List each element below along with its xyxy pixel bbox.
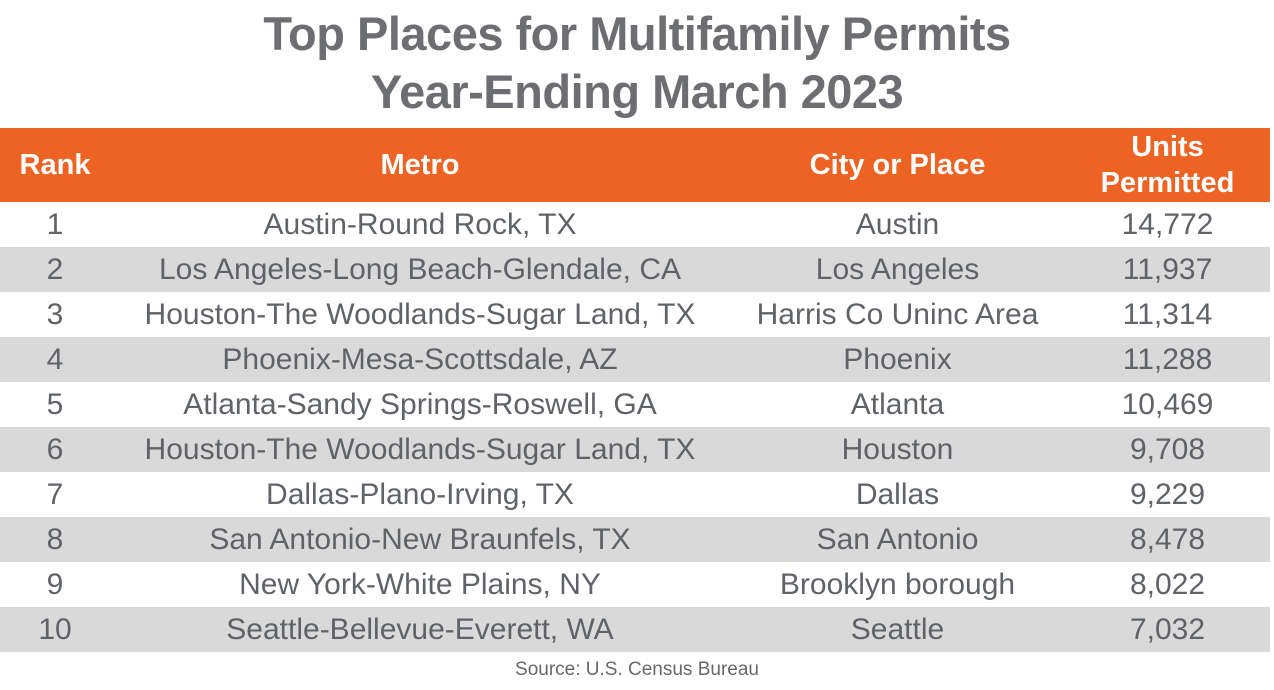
cell-metro: Houston-The Woodlands-Sugar Land, TX <box>144 298 696 331</box>
cell-rank: 3 <box>46 298 64 331</box>
cell-rank: 8 <box>46 523 64 556</box>
cell-units: 8,022 <box>1129 568 1206 601</box>
cell-units: 7,032 <box>1129 613 1206 646</box>
title-line-2: Year-Ending March 2023 <box>370 65 904 118</box>
table-row: 5 Atlanta-Sandy Springs-Roswell, GA Atla… <box>0 382 1270 427</box>
cell-metro: San Antonio-New Braunfels, TX <box>209 523 631 556</box>
cell-city: Phoenix <box>843 343 952 376</box>
cell-city: Brooklyn borough <box>779 568 1016 601</box>
cell-rank: 7 <box>46 478 64 511</box>
table-row: 3 Houston-The Woodlands-Sugar Land, TX H… <box>0 292 1270 337</box>
cell-rank: 5 <box>46 388 64 421</box>
table-row: 9 New York-White Plains, NY Brooklyn bor… <box>0 562 1270 607</box>
source-note: Source: U.S. Census Bureau <box>515 659 759 680</box>
page-title: Top Places for Multifamily Permits Year-… <box>0 0 1274 128</box>
cell-rank: 6 <box>46 433 64 466</box>
cell-rank: 9 <box>46 568 64 601</box>
table-row: 4 Phoenix-Mesa-Scottsdale, AZ Phoenix 11… <box>0 337 1270 382</box>
cell-city: Houston <box>841 433 954 466</box>
title-line-1: Top Places for Multifamily Permits <box>263 7 1011 60</box>
cell-units: 8,478 <box>1129 523 1206 556</box>
column-header-rank: Rank <box>0 128 110 202</box>
permits-table: Rank Metro City or Place Units Permitted… <box>0 128 1270 652</box>
cell-city: San Antonio <box>816 523 979 556</box>
table-row: 10 Seattle-Bellevue-Everett, WA Seattle … <box>0 607 1270 652</box>
cell-units: 10,469 <box>1121 388 1214 421</box>
cell-rank: 10 <box>38 613 72 646</box>
table-body: 1 Austin-Round Rock, TX Austin 14,772 2 … <box>0 202 1270 652</box>
cell-city: Atlanta <box>850 388 945 421</box>
cell-metro: Atlanta-Sandy Springs-Roswell, GA <box>183 388 657 421</box>
cell-rank: 2 <box>46 253 64 286</box>
cell-metro: Houston-The Woodlands-Sugar Land, TX <box>144 433 696 466</box>
column-header-metro: Metro <box>110 128 730 202</box>
cell-units: 11,288 <box>1122 343 1213 376</box>
table-row: 2 Los Angeles-Long Beach-Glendale, CA Lo… <box>0 247 1270 292</box>
cell-city: Austin <box>855 208 940 241</box>
cell-metro: Seattle-Bellevue-Everett, WA <box>226 613 614 646</box>
cell-metro: Austin-Round Rock, TX <box>263 208 577 241</box>
table-row: 6 Houston-The Woodlands-Sugar Land, TX H… <box>0 427 1270 472</box>
cell-units: 9,229 <box>1129 478 1206 511</box>
cell-city: Harris Co Uninc Area <box>756 298 1039 331</box>
header-row: Rank Metro City or Place Units Permitted <box>0 128 1270 202</box>
cell-metro: New York-White Plains, NY <box>239 568 601 601</box>
cell-metro: Los Angeles-Long Beach-Glendale, CA <box>158 253 681 286</box>
cell-units: 11,314 <box>1122 298 1213 331</box>
cell-rank: 1 <box>46 208 64 241</box>
table-row: 1 Austin-Round Rock, TX Austin 14,772 <box>0 202 1270 247</box>
cell-units: 14,772 <box>1121 208 1214 241</box>
cell-units: 9,708 <box>1129 433 1206 466</box>
cell-units: 11,937 <box>1122 253 1213 286</box>
column-header-units: Units Permitted <box>1065 128 1270 202</box>
table-row: 7 Dallas-Plano-Irving, TX Dallas 9,229 <box>0 472 1270 517</box>
table-row: 8 San Antonio-New Braunfels, TX San Anto… <box>0 517 1270 562</box>
cell-metro: Phoenix-Mesa-Scottsdale, AZ <box>222 343 618 376</box>
cell-metro: Dallas-Plano-Irving, TX <box>266 478 574 511</box>
cell-city: Seattle <box>850 613 945 646</box>
cell-city: Dallas <box>855 478 940 511</box>
cell-rank: 4 <box>46 343 64 376</box>
cell-city: Los Angeles <box>815 253 980 286</box>
table-header: Rank Metro City or Place Units Permitted <box>0 128 1270 202</box>
column-header-city: City or Place <box>730 128 1065 202</box>
